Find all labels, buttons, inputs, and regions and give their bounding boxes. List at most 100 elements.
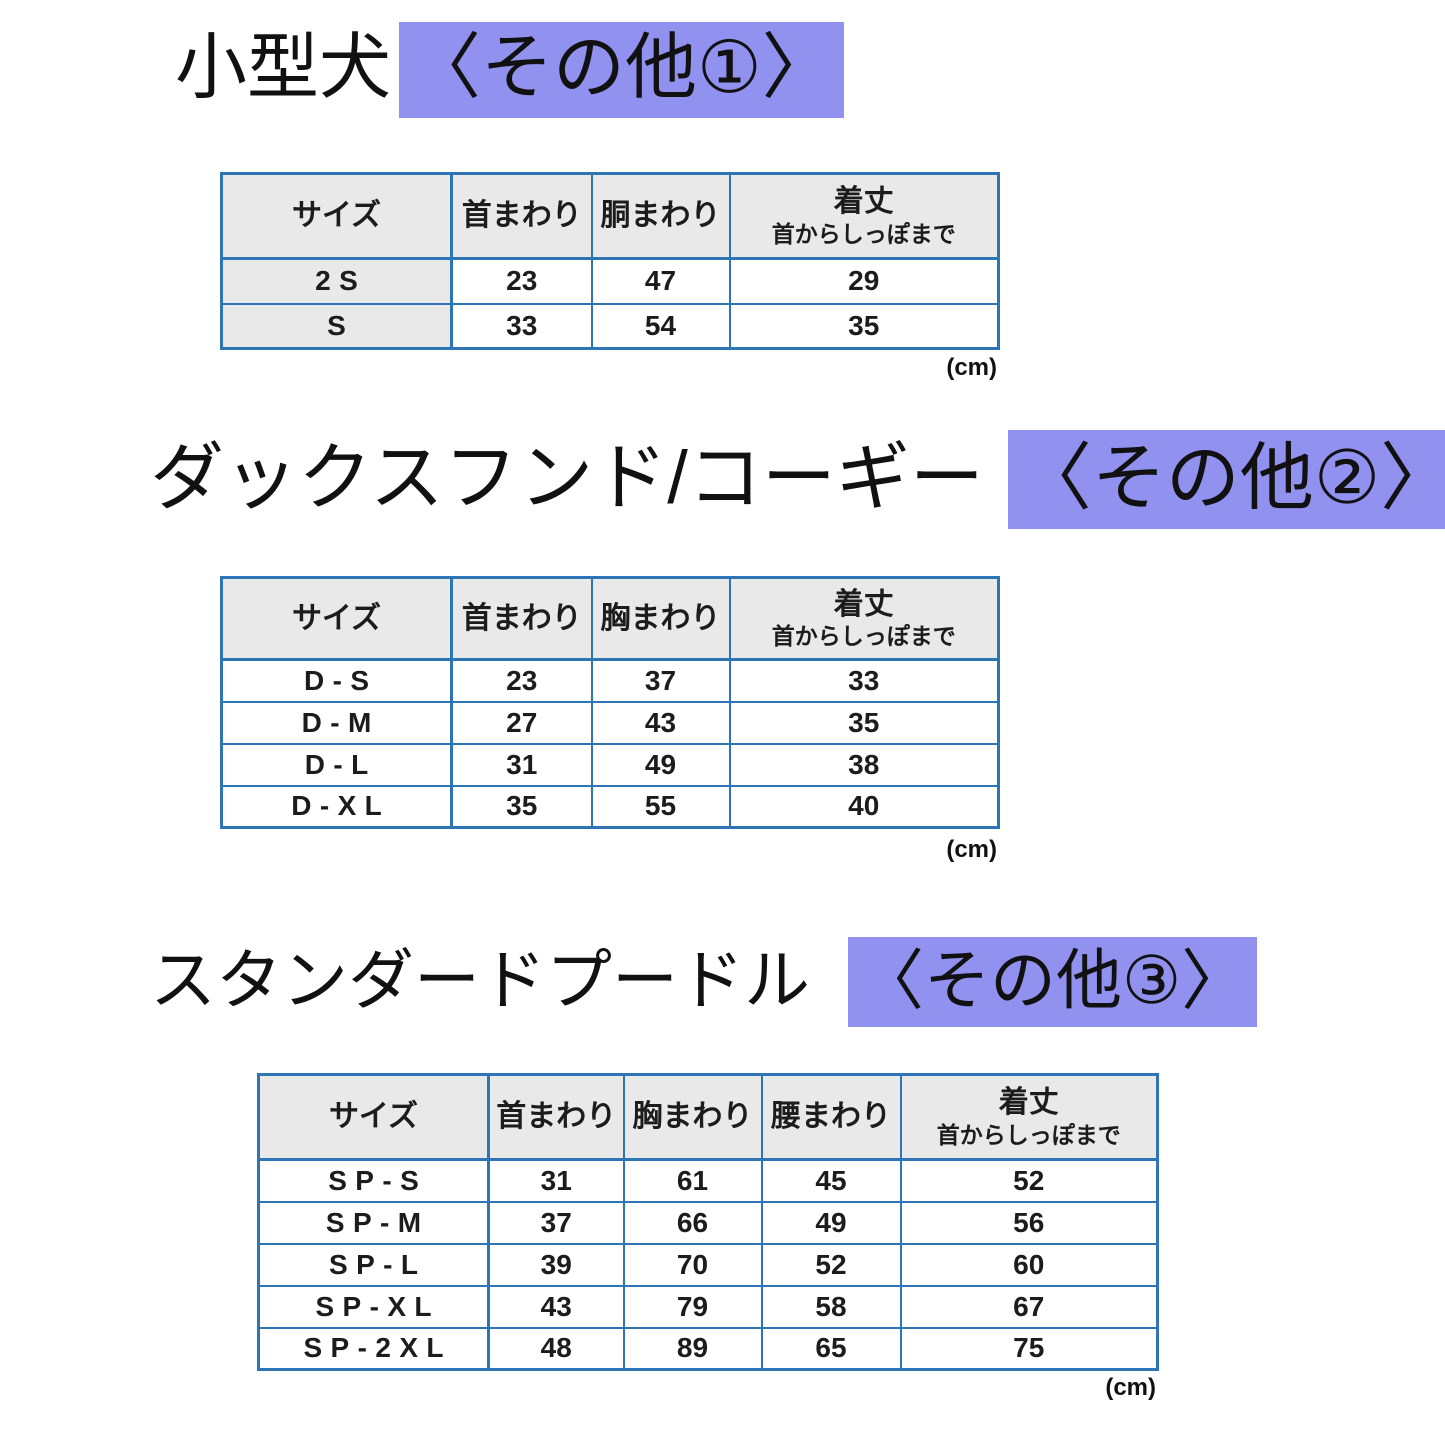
size-table-wrapper: サイズ 首まわり 胸まわり 腰まわり 着丈 首からしっぽまで SP-S 31 61 45 52 SP-… xyxy=(257,1073,1159,1371)
column-header-label: 首まわり xyxy=(496,1100,617,1134)
section-title-highlight: 〈その他②〉 xyxy=(1007,430,1445,529)
column-header: 着丈 首からしっぽまで xyxy=(899,1073,1159,1161)
column-header-label: 胸まわり xyxy=(600,601,721,635)
column-header: 首まわり xyxy=(450,172,593,260)
value-cell: 35 xyxy=(728,302,1000,350)
value-cell: 54 xyxy=(590,302,731,350)
value-cell: 43 xyxy=(590,700,731,745)
column-header-label: サイズ xyxy=(291,601,382,635)
value-cell: 49 xyxy=(590,742,731,787)
value-cell: 48 xyxy=(487,1326,625,1371)
size-cell: SP-XL xyxy=(257,1284,490,1329)
value-cell: 33 xyxy=(450,302,593,350)
column-header-sublabel: 首からしっぽまで xyxy=(936,1121,1121,1148)
value-cell: 65 xyxy=(760,1326,902,1371)
section-title-highlight: 〈その他③〉 xyxy=(848,937,1258,1027)
size-cell: D-XL xyxy=(220,784,453,829)
value-cell: 29 xyxy=(728,257,1000,305)
value-cell: 56 xyxy=(899,1200,1159,1245)
column-header-sublabel: 首からしっぽまで xyxy=(771,220,956,247)
value-cell: 27 xyxy=(450,700,593,745)
value-cell: 49 xyxy=(760,1200,902,1245)
value-cell: 35 xyxy=(728,700,1000,745)
value-cell: 33 xyxy=(728,658,1000,703)
table-row: SP-2XL 48 89 65 75 xyxy=(257,1326,1159,1371)
value-cell: 23 xyxy=(450,257,593,305)
column-header-sublabel: 首からしっぽまで xyxy=(771,623,956,650)
section-title-highlight: 〈その他①〉 xyxy=(399,22,844,118)
column-header: 腰まわり xyxy=(760,1073,902,1161)
value-cell: 58 xyxy=(760,1284,902,1329)
column-header-label: 胸まわり xyxy=(632,1100,753,1134)
value-cell: 23 xyxy=(450,658,593,703)
value-cell: 37 xyxy=(590,658,731,703)
value-cell: 66 xyxy=(622,1200,763,1245)
column-header: サイズ xyxy=(220,172,453,260)
value-cell: 37 xyxy=(487,1200,625,1245)
value-cell: 31 xyxy=(487,1158,625,1203)
size-cell: SP-M xyxy=(257,1200,490,1245)
section-title-text: ダックスフンド/コーギー xyxy=(150,436,984,519)
value-cell: 47 xyxy=(590,257,731,305)
value-cell: 89 xyxy=(622,1326,763,1371)
size-cell: SP-2XL xyxy=(257,1326,490,1371)
size-cell: D-L xyxy=(220,742,453,787)
size-cell: D-S xyxy=(220,658,453,703)
table-row: D-S 23 37 33 xyxy=(220,658,1000,703)
section-title-text: 小型犬 xyxy=(175,28,392,108)
section-title: 小型犬 〈その他①〉 xyxy=(175,22,844,118)
column-header-label: サイズ xyxy=(291,199,382,233)
table-row: SP-S 31 61 45 52 xyxy=(257,1158,1159,1203)
column-header-label: 着丈 xyxy=(833,185,894,219)
column-header: サイズ xyxy=(220,576,453,661)
table-row: SP-M 37 66 49 56 xyxy=(257,1200,1159,1245)
section-title-text: スタンダードプードル xyxy=(150,943,810,1017)
header-row: サイズ 首まわり 胸まわり 腰まわり 着丈 首からしっぽまで xyxy=(257,1073,1159,1161)
table-row: 2S 23 47 29 xyxy=(220,257,1000,305)
column-header-label: 胴まわり xyxy=(600,199,721,233)
header-row: サイズ 首まわり 胸まわり 着丈 首からしっぽまで xyxy=(220,576,1000,661)
size-table-small-dog: サイズ 首まわり 胴まわり 着丈 首からしっぽまで 2S 23 47 29 S 33 54 35 xyxy=(220,172,1000,350)
column-header-label: サイズ xyxy=(328,1100,419,1134)
column-header: 胸まわり xyxy=(590,576,731,661)
column-header: 首まわり xyxy=(450,576,593,661)
column-header: 着丈 首からしっぽまで xyxy=(728,576,1000,661)
header-row: サイズ 首まわり 胴まわり 着丈 首からしっぽまで xyxy=(220,172,1000,260)
column-header: 首まわり xyxy=(487,1073,625,1161)
value-cell: 40 xyxy=(728,784,1000,829)
value-cell: 43 xyxy=(487,1284,625,1329)
column-header-label: 着丈 xyxy=(998,1086,1059,1120)
column-header-label: 首まわり xyxy=(461,601,582,635)
value-cell: 70 xyxy=(622,1242,763,1287)
size-table-dachshund-corgi: サイズ 首まわり 胸まわり 着丈 首からしっぽまで D-S 23 37 33 D-M 27 43 35 D… xyxy=(220,576,1000,829)
table-row: D-L 31 49 38 xyxy=(220,742,1000,787)
size-cell: 2S xyxy=(220,257,453,305)
value-cell: 45 xyxy=(760,1158,902,1203)
value-cell: 39 xyxy=(487,1242,625,1287)
section-title: ダックスフンド/コーギー 〈その他②〉 xyxy=(150,430,1445,529)
column-header: 胴まわり xyxy=(590,172,731,260)
value-cell: 52 xyxy=(899,1158,1159,1203)
table-row: SP-XL 43 79 58 67 xyxy=(257,1284,1159,1329)
size-table-wrapper: サイズ 首まわり 胸まわり 着丈 首からしっぽまで D-S 23 37 33 D-M 27 43 35 D… xyxy=(220,576,1000,829)
section-title: スタンダードプードル 〈その他③〉 xyxy=(150,937,1258,1027)
value-cell: 60 xyxy=(899,1242,1159,1287)
unit-label: (cm) xyxy=(946,354,997,381)
value-cell: 61 xyxy=(622,1158,763,1203)
column-header: サイズ xyxy=(257,1073,490,1161)
value-cell: 55 xyxy=(590,784,731,829)
value-cell: 75 xyxy=(899,1326,1159,1371)
unit-label: (cm) xyxy=(946,836,997,863)
column-header-label: 着丈 xyxy=(833,587,894,621)
size-cell: S xyxy=(220,302,453,350)
table-row: D-XL 35 55 40 xyxy=(220,784,1000,829)
value-cell: 38 xyxy=(728,742,1000,787)
value-cell: 35 xyxy=(450,784,593,829)
unit-label: (cm) xyxy=(1105,1374,1156,1401)
table-row: SP-L 39 70 52 60 xyxy=(257,1242,1159,1287)
column-header: 着丈 首からしっぽまで xyxy=(728,172,1000,260)
size-cell: D-M xyxy=(220,700,453,745)
table-row: D-M 27 43 35 xyxy=(220,700,1000,745)
size-table-wrapper: サイズ 首まわり 胴まわり 着丈 首からしっぽまで 2S 23 47 29 S 33 54 35 xyxy=(220,172,1000,350)
